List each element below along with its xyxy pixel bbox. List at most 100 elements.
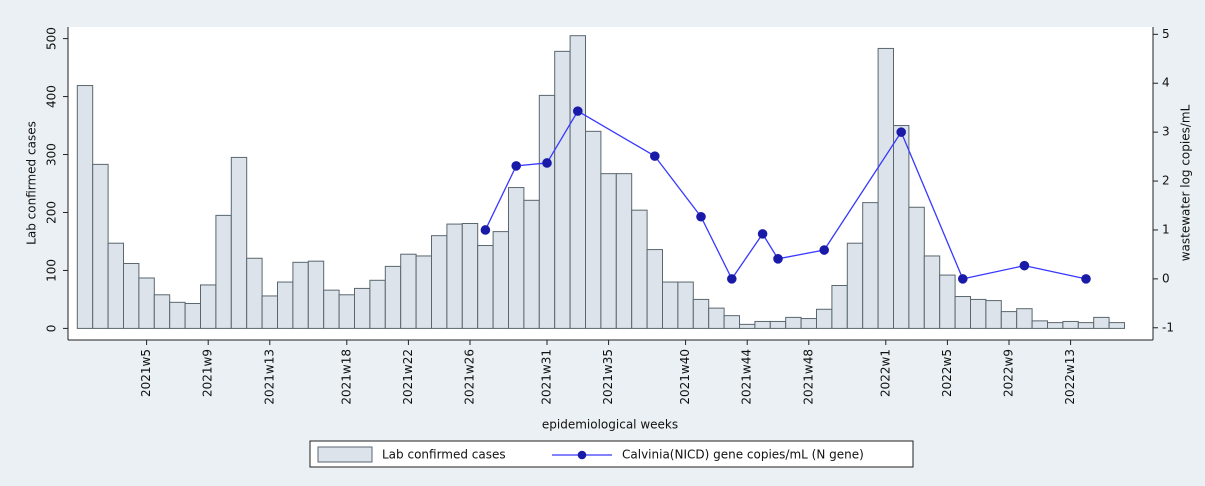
- x-tick-label: 2021w22: [401, 349, 415, 405]
- line-marker: [542, 158, 552, 168]
- bar: [692, 298, 710, 329]
- bar: [1062, 320, 1079, 329]
- y-tick-label: 500: [45, 27, 59, 50]
- line-marker: [480, 225, 491, 235]
- legend-label: Calvinia(NICD) gene copies/mL (N gene): [622, 448, 864, 462]
- line-marker: [650, 151, 660, 161]
- x-tick-label: 2021w26: [463, 349, 477, 405]
- bar: [970, 298, 987, 329]
- bar: [123, 262, 140, 329]
- bar: [785, 316, 802, 329]
- bar: [323, 289, 340, 329]
- bar: [492, 231, 510, 329]
- x-tick-label: 2021w31: [540, 349, 554, 405]
- bar: [153, 294, 171, 329]
- x-axis-title: epidemiological weeks: [542, 418, 678, 432]
- line-marker: [727, 274, 737, 284]
- line-segment: [762, 233, 779, 260]
- y2-tick-label: 1: [1162, 222, 1170, 236]
- line-segment: [900, 131, 964, 280]
- bar: [1016, 308, 1033, 329]
- bar: [461, 222, 479, 329]
- bar: [677, 281, 694, 329]
- bar: [615, 173, 633, 329]
- line-marker: [511, 161, 522, 171]
- bar: [939, 274, 956, 329]
- bar: [277, 281, 294, 329]
- bar: [1108, 322, 1125, 329]
- line-segment: [516, 162, 548, 167]
- bar: [400, 253, 417, 329]
- bar: [446, 223, 463, 329]
- y-tick-label: 300: [45, 143, 59, 166]
- bar: [138, 277, 155, 329]
- bar: [1000, 311, 1018, 329]
- bar: [508, 187, 525, 329]
- line-marker: [1019, 260, 1030, 271]
- bar: [862, 202, 879, 329]
- bar: [307, 260, 325, 329]
- bar: [846, 242, 864, 329]
- bar: [292, 261, 309, 329]
- x-tick-label: 2021w44: [740, 349, 754, 405]
- x-tick-label: 2021w9: [201, 349, 215, 397]
- bar: [1031, 320, 1048, 329]
- bar: [769, 320, 787, 329]
- bar: [554, 50, 571, 329]
- line-segment: [577, 110, 656, 157]
- y2-axis-title: wastewater log copies/mL: [1179, 104, 1193, 261]
- bar: [384, 265, 402, 329]
- bar: [354, 287, 371, 329]
- line-segment: [484, 165, 517, 231]
- bar: [585, 130, 602, 329]
- bar: [877, 47, 894, 329]
- line-segment: [962, 265, 1025, 280]
- y2-tick-label: -1: [1162, 320, 1174, 334]
- line-marker: [573, 106, 583, 116]
- line-segment: [546, 110, 579, 164]
- legend-swatch-marker: [577, 450, 587, 460]
- bar: [816, 308, 833, 329]
- x-tick-label: 2021w13: [262, 349, 276, 405]
- bar: [1093, 316, 1110, 329]
- bar: [800, 318, 817, 329]
- bar: [723, 315, 740, 329]
- y2-tick-label: 2: [1162, 174, 1170, 188]
- bar: [831, 285, 848, 329]
- bar: [184, 302, 202, 329]
- line-marker: [773, 254, 783, 264]
- bar: [600, 173, 617, 329]
- bar: [923, 255, 941, 329]
- line-marker: [896, 127, 907, 137]
- bar: [662, 281, 679, 329]
- bar: [92, 163, 109, 329]
- bar: [523, 199, 540, 329]
- bar: [754, 320, 771, 329]
- line-segment: [1024, 265, 1087, 280]
- bar: [215, 214, 232, 329]
- bar: [631, 209, 648, 329]
- bar: [338, 294, 356, 329]
- x-tick-label: 2022w1: [878, 349, 892, 397]
- bar: [739, 323, 756, 329]
- y-tick-label: 200: [45, 201, 59, 224]
- x-tick-label: 2021w18: [339, 349, 353, 405]
- y2-tick-label: 4: [1162, 76, 1170, 90]
- y2-tick-label: 3: [1162, 125, 1170, 139]
- y-axis-title: Lab confirmed cases: [25, 121, 39, 245]
- bar: [200, 284, 217, 329]
- bar: [415, 255, 433, 329]
- x-tick-label: 2022w5: [940, 349, 954, 397]
- line-segment: [731, 233, 764, 280]
- bar: [107, 242, 124, 329]
- line-segment: [823, 131, 902, 251]
- bar: [893, 125, 910, 329]
- line-marker: [958, 274, 968, 284]
- x-tick-label: 2022w13: [1063, 349, 1077, 405]
- x-tick-label: 2021w48: [801, 349, 815, 405]
- bar: [569, 35, 586, 329]
- bar: [954, 296, 971, 329]
- y-tick-label: 0: [45, 325, 59, 333]
- bar: [908, 206, 925, 329]
- bar: [76, 85, 94, 329]
